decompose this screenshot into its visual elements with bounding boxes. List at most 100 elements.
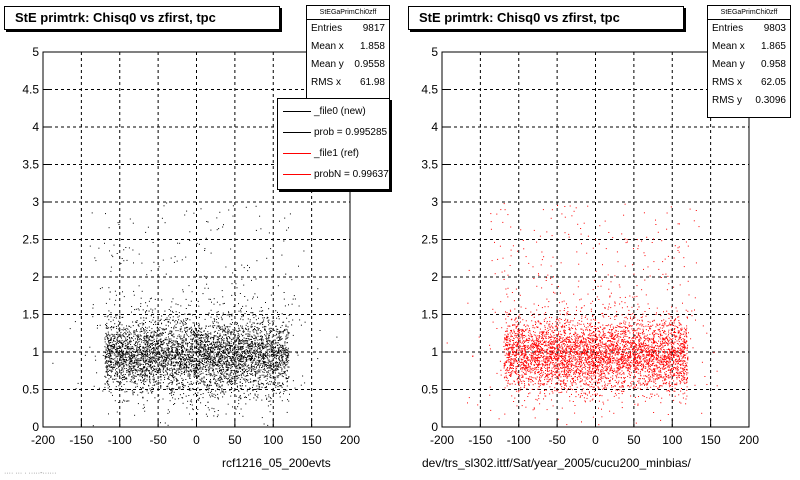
left-point [220,379,222,380]
left-point [174,365,176,367]
left-point [283,361,285,363]
left-point [286,411,288,413]
left-point [214,351,216,353]
left-point [205,345,207,347]
left-point [120,347,122,349]
left-point [228,353,230,355]
left-point [170,310,171,312]
left-point [99,324,101,326]
left-point [283,298,285,300]
left-point [119,357,121,359]
left-point [161,355,163,357]
left-point [197,381,199,383]
left-point [238,397,240,399]
left-point [266,352,268,354]
left-point [281,338,283,340]
left-point [178,357,180,359]
left-point [252,367,254,369]
left-point [234,360,235,362]
left-point [282,345,284,347]
left-point [243,367,245,369]
left-point [222,352,223,354]
left-point [169,333,171,335]
left-point [200,339,202,341]
left-point [110,321,112,323]
left-point [133,366,135,368]
left-point [245,365,247,367]
left-point [132,378,134,380]
left-point [135,342,136,344]
left-point [204,318,206,320]
left-point [161,333,163,335]
left-point [105,314,107,315]
left-point [128,335,130,337]
left-point [182,384,184,386]
left-point [116,348,118,350]
left-point [266,337,267,339]
left-point [146,310,148,312]
left-point [212,369,214,371]
left-point [184,329,186,331]
left-point [222,351,224,352]
left-point [214,411,216,413]
left-point [179,355,181,357]
left-point [165,339,167,341]
left-point [238,377,240,379]
left-point [264,328,266,330]
left-point [168,355,170,357]
left-point [164,350,166,352]
left-point [178,319,180,321]
left-point [253,366,255,367]
left-point [158,356,160,358]
left-point [159,361,160,363]
left-point [226,356,228,358]
left-point [234,354,235,356]
left-point [195,341,197,343]
left-point [143,323,145,325]
left-point [191,329,192,331]
left-point [183,320,185,322]
left-point [227,369,229,371]
left-point [188,356,189,358]
left-point [292,380,294,382]
left-point [122,363,124,365]
left-point [218,330,220,331]
left-point [171,334,173,336]
left-point [173,361,175,363]
left-point [131,337,133,339]
left-point [232,350,233,352]
left-point [125,352,127,353]
left-point [282,321,284,323]
left-point [286,349,288,351]
left-point [174,256,176,258]
left-point [178,352,180,353]
left-point [173,340,175,342]
left-point [268,348,270,350]
left-point [229,373,231,375]
left-point [235,408,237,410]
left-point [132,357,134,359]
left-point [175,330,177,332]
left-point [105,356,107,358]
left-point [158,320,160,322]
left-point [198,363,200,364]
left-point [275,310,277,312]
left-point [121,343,122,344]
left-point [200,341,201,343]
left-point [194,360,196,362]
left-point [257,322,259,324]
left-point [117,340,119,342]
left-point [175,350,177,352]
left-point [204,352,206,354]
left-point [261,331,263,333]
left-point [188,336,190,338]
left-point [281,368,283,370]
left-point [211,395,213,397]
left-point [133,370,135,371]
left-point [221,365,223,367]
left-point [133,391,135,393]
left-point [277,352,279,354]
left-point [136,355,138,357]
left-point [265,356,267,357]
left-point [255,367,257,369]
